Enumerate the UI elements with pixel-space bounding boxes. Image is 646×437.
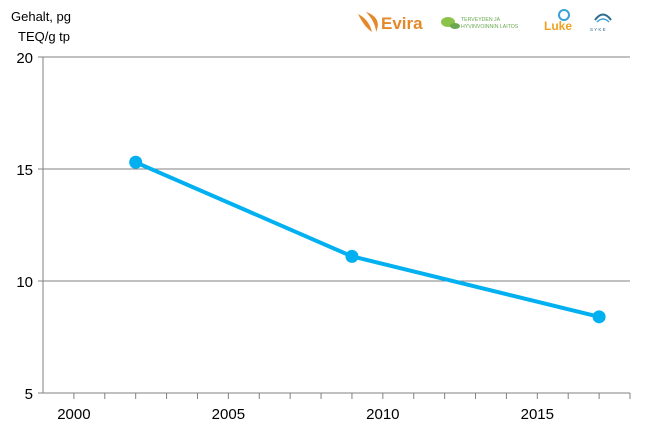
syke-logo: S Y K E [590, 13, 612, 32]
y-axis-label-line1: Gehalt, pg [11, 9, 71, 24]
evira-leaf-icon-2 [366, 12, 378, 32]
luke-bubble-icon [558, 9, 570, 21]
syke-wave-icon [594, 13, 612, 21]
y-tick-label: 15 [16, 162, 33, 179]
y-tick-label: 10 [16, 274, 33, 291]
y-axis-label-line2: TEQ/g tp [18, 29, 70, 44]
thl-logo-text-1: TERVEYDEN JA [461, 17, 501, 23]
y-tick-label: 20 [16, 50, 33, 67]
x-tick-labels: 2000 2005 2010 2015 [57, 406, 554, 423]
data-point [345, 249, 359, 263]
data-point [592, 310, 606, 324]
luke-logo-text: Luke [544, 19, 572, 33]
thl-leaf-icon-2 [450, 23, 460, 29]
thl-logo-text-2: HYVINVOINNIN LAITOS [461, 24, 519, 30]
gridlines [43, 56, 630, 282]
data-point [129, 155, 143, 169]
series-line [134, 160, 600, 319]
evira-logo: Evira [358, 12, 423, 33]
syke-wave-icon-2 [596, 18, 610, 23]
x-tick-label: 2010 [366, 406, 399, 423]
y-tick-labels: 5 10 15 20 [16, 50, 33, 403]
evira-logo-text: Evira [381, 14, 423, 33]
syke-logo-text: S Y K E [590, 27, 606, 32]
thl-logo: TERVEYDEN JA HYVINVOINNIN LAITOS [441, 17, 519, 30]
evira-leaf-icon [358, 14, 372, 32]
series-group [129, 155, 606, 324]
axes [38, 56, 631, 399]
x-tick-label: 2015 [521, 406, 554, 423]
x-tick-label: 2005 [212, 406, 245, 423]
y-tick-label: 5 [25, 386, 33, 403]
x-tick-label: 2000 [57, 406, 90, 423]
luke-logo: Luke [544, 9, 572, 33]
